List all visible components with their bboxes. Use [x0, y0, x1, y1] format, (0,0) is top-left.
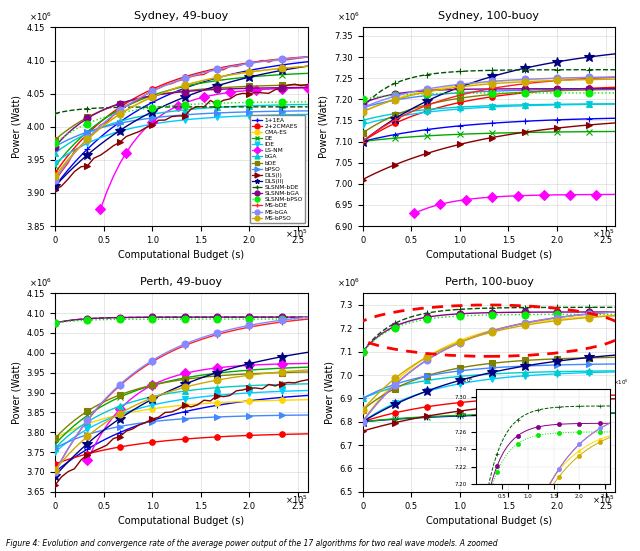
- Title: Sydney, 49-buoy: Sydney, 49-buoy: [134, 11, 228, 21]
- Text: $\times10^6$: $\times10^6$: [337, 11, 360, 24]
- Y-axis label: Power (Watt): Power (Watt): [319, 95, 329, 158]
- Text: $\times10^6$: $\times10^6$: [29, 11, 52, 24]
- Text: $\times10^6$: $\times10^6$: [29, 277, 52, 289]
- Title: Perth, 49-buoy: Perth, 49-buoy: [140, 277, 222, 287]
- Text: $\times10^5$: $\times10^5$: [593, 228, 615, 240]
- Title: Perth, 100-buoy: Perth, 100-buoy: [445, 277, 533, 287]
- Title: Sydney, 100-buoy: Sydney, 100-buoy: [438, 11, 540, 21]
- Text: Figure 4: Evolution and convergence rate of the average power output of the 17 a: Figure 4: Evolution and convergence rate…: [6, 539, 498, 548]
- Y-axis label: Power (Watt): Power (Watt): [11, 361, 21, 424]
- Text: $\times10^5$: $\times10^5$: [285, 494, 308, 506]
- Text: $\times10^5$: $\times10^5$: [593, 494, 615, 506]
- Text: $\times10^6$: $\times10^6$: [337, 277, 360, 289]
- X-axis label: Computational Budget (s): Computational Budget (s): [118, 516, 244, 526]
- Y-axis label: Power (Watt): Power (Watt): [324, 361, 334, 424]
- X-axis label: Computational Budget (s): Computational Budget (s): [426, 250, 552, 260]
- Text: $\times10^5$: $\times10^5$: [285, 228, 308, 240]
- Legend: 1+1EA, 2+2CMAES, CMA-ES, DE, IDE, LS-NM, bGA, bDE, bPSO, DLS(I), DLS(II), SLSNM-: 1+1EA, 2+2CMAES, CMA-ES, DE, IDE, LS-NM,…: [250, 115, 305, 223]
- X-axis label: Computational Budget (s): Computational Budget (s): [118, 250, 244, 260]
- Y-axis label: Power (Watt): Power (Watt): [11, 95, 21, 158]
- X-axis label: Computational Budget (s): Computational Budget (s): [426, 516, 552, 526]
